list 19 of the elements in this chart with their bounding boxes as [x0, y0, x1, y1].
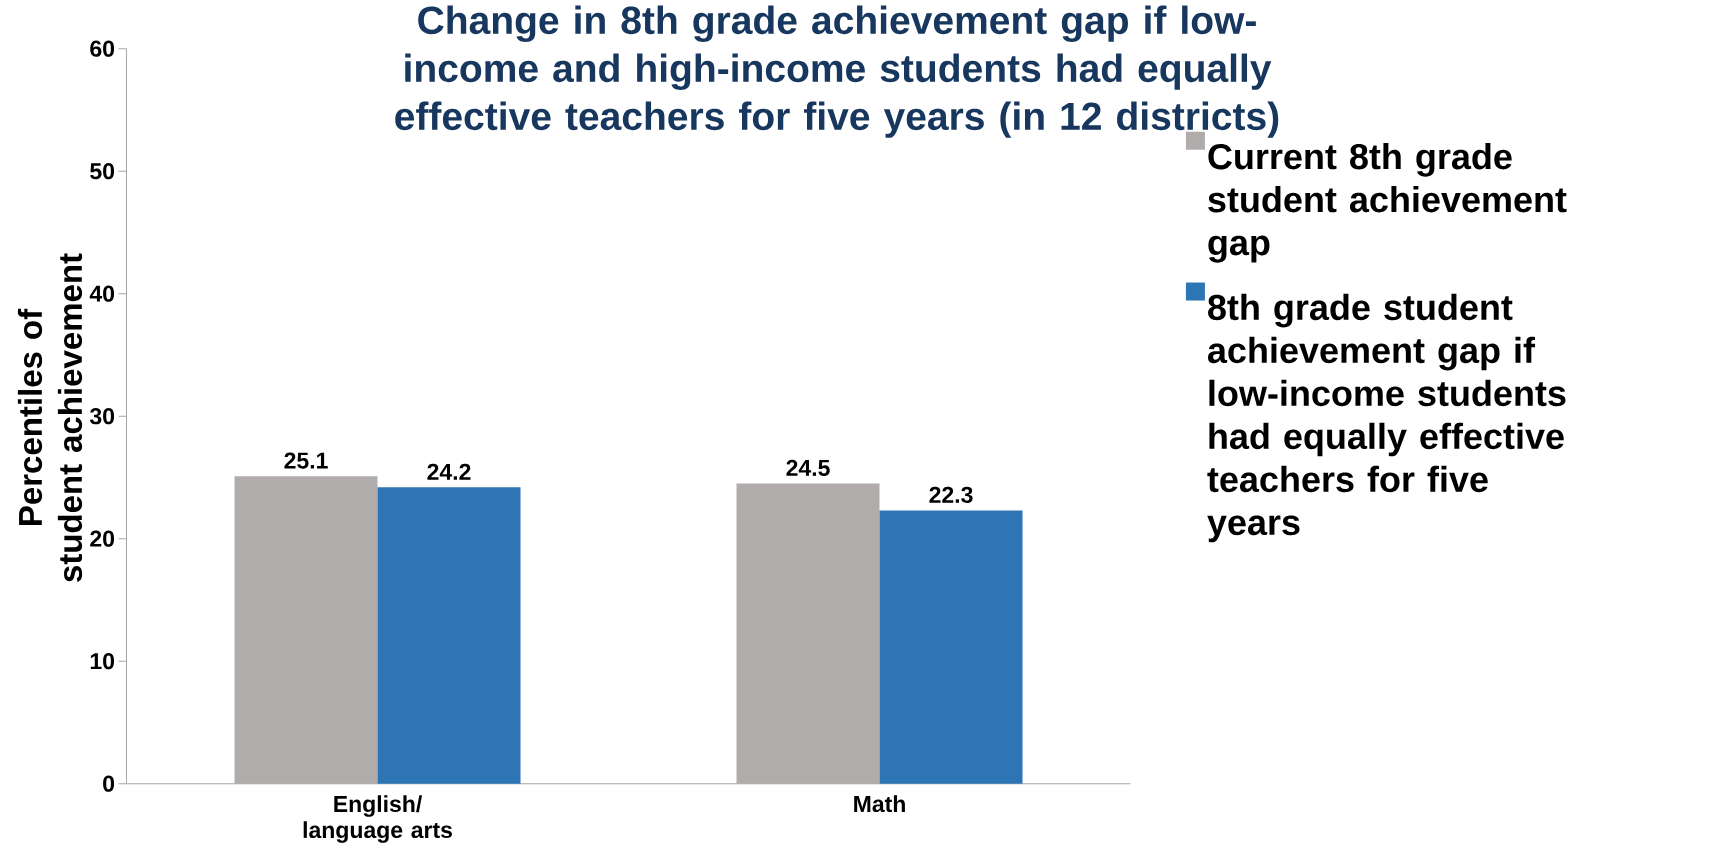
bar: [377, 487, 521, 784]
x-tick-label: Math: [854, 795, 905, 813]
data-label: 24.2: [427, 463, 471, 480]
legend-label: 8th grade student achievement gap if low-income students had equally effective teachers for five years: [1207, 293, 1566, 543]
y-axis-title: Percentiles of student achievement: [17, 253, 83, 582]
data-label: 22.3: [929, 486, 973, 503]
data-label: 25.1: [284, 452, 328, 469]
chart-title: Change in 8th grade achievement gap if low-income and high-income students had equally effective teachers for five years (in 12 districts): [395, 5, 1279, 138]
legend-label: Current 8th grade student achievement gap: [1208, 142, 1567, 263]
bar: [879, 510, 1023, 784]
data-label: 24.5: [786, 459, 830, 477]
y-tick-label: 50: [90, 163, 115, 180]
y-tick-label: 10: [90, 653, 115, 670]
y-tick-label: 20: [90, 530, 115, 547]
y-tick-label: 0: [103, 775, 115, 792]
y-tick-label: 40: [89, 285, 115, 302]
y-tick-label: 60: [90, 40, 115, 57]
y-tick-label: 30: [89, 408, 115, 425]
x-tick-label: English/ language arts: [303, 795, 452, 843]
